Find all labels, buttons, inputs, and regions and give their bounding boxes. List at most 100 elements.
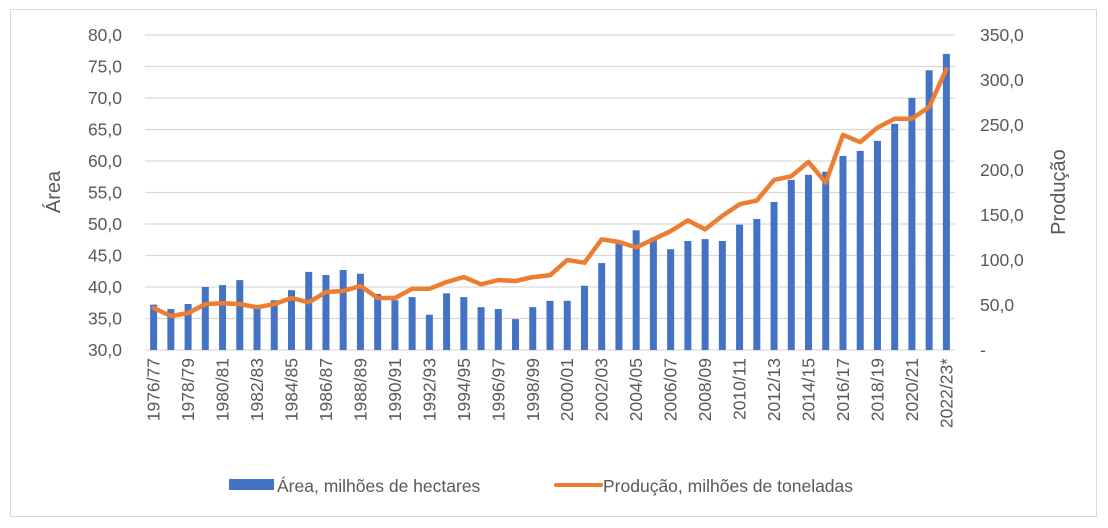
x-tick-label: 1996/97 bbox=[488, 358, 508, 421]
bar bbox=[339, 269, 347, 350]
bar bbox=[563, 300, 571, 350]
bar bbox=[580, 285, 588, 350]
x-axis-ticks: 1976/77 1978/79 1980/81 1982/83 1984/85 1986/… bbox=[144, 358, 957, 428]
legend-label-production: Produção, milhões de toneladas bbox=[603, 476, 853, 496]
bar bbox=[718, 241, 726, 350]
bar bbox=[477, 307, 485, 350]
x-tick-label: 2022/23* bbox=[936, 358, 956, 428]
x-tick-label: 1976/77 bbox=[144, 358, 164, 421]
bar bbox=[736, 224, 744, 350]
left-tick-label: 35,0 bbox=[88, 309, 122, 329]
bar bbox=[184, 304, 192, 350]
bar bbox=[253, 307, 261, 350]
right-tick-label: 150,0 bbox=[980, 205, 1024, 225]
x-tick-label: 1986/87 bbox=[316, 358, 336, 421]
right-tick-label: 100,0 bbox=[980, 250, 1024, 270]
bar bbox=[443, 293, 451, 350]
right-tick-label: 250,0 bbox=[980, 115, 1024, 135]
x-tick-label: 1978/79 bbox=[178, 358, 198, 421]
bar bbox=[770, 201, 778, 350]
legend: Área, milhões de hectares Produção, milh… bbox=[229, 476, 853, 496]
bar bbox=[305, 271, 313, 350]
bar bbox=[270, 300, 278, 350]
left-tick-label: 80,0 bbox=[88, 25, 122, 45]
x-tick-label: 2020/21 bbox=[902, 358, 922, 421]
bar bbox=[460, 297, 468, 350]
left-tick-label: 45,0 bbox=[88, 246, 122, 266]
bar bbox=[391, 300, 399, 350]
bar bbox=[494, 309, 502, 350]
x-tick-label: 1994/95 bbox=[454, 358, 474, 421]
bar bbox=[150, 304, 158, 350]
x-tick-label: 2006/07 bbox=[661, 358, 681, 421]
right-tick-label: 50,0 bbox=[980, 295, 1014, 315]
bar bbox=[632, 230, 640, 350]
bar bbox=[615, 241, 623, 350]
bar bbox=[219, 285, 227, 350]
right-tick-label: 200,0 bbox=[980, 160, 1024, 180]
x-tick-label: 2000/01 bbox=[557, 358, 577, 421]
bar bbox=[529, 307, 537, 350]
chart-frame bbox=[10, 9, 1097, 517]
left-tick-label: 50,0 bbox=[88, 214, 122, 234]
production-line bbox=[151, 66, 949, 319]
bar bbox=[667, 249, 675, 350]
left-tick-label: 55,0 bbox=[88, 183, 122, 203]
bar bbox=[908, 98, 916, 350]
bar bbox=[684, 241, 692, 350]
x-tick-label: 2018/19 bbox=[867, 358, 887, 421]
right-axis-ticks: - 50,0 100,0 150,0 200,0 250,0 300,0 350,0 bbox=[980, 25, 1024, 360]
x-tick-label: 2004/05 bbox=[626, 358, 646, 421]
right-tick-label: 300,0 bbox=[980, 70, 1024, 90]
right-tick-label: - bbox=[980, 340, 986, 360]
bar bbox=[925, 70, 933, 350]
bar bbox=[201, 287, 209, 350]
left-tick-label: 75,0 bbox=[88, 57, 122, 77]
x-tick-label: 2010/11 bbox=[730, 358, 750, 420]
left-tick-label: 40,0 bbox=[88, 277, 122, 297]
left-tick-label: 30,0 bbox=[88, 340, 122, 360]
left-tick-label: 60,0 bbox=[88, 151, 122, 171]
x-tick-label: 2016/17 bbox=[833, 358, 853, 421]
left-tick-label: 65,0 bbox=[88, 120, 122, 140]
bar bbox=[322, 275, 330, 350]
area-bars bbox=[150, 53, 950, 351]
left-axis-title: Área bbox=[42, 170, 65, 213]
bar bbox=[408, 297, 416, 350]
x-tick-label: 2002/03 bbox=[592, 358, 612, 421]
bar bbox=[167, 309, 175, 350]
bar bbox=[425, 314, 433, 350]
left-axis-ticks: 30,0 35,0 40,0 45,0 50,0 55,0 60,0 65,0 70,0 75,0… bbox=[88, 25, 122, 360]
bar bbox=[839, 155, 847, 350]
bar bbox=[512, 319, 520, 350]
legend-label-area: Área, milhões de hectares bbox=[277, 476, 481, 496]
bar bbox=[856, 150, 864, 350]
bar bbox=[649, 237, 657, 350]
bar bbox=[374, 293, 382, 350]
right-axis-title: Produção bbox=[1048, 149, 1070, 235]
x-tick-label: 1980/81 bbox=[213, 358, 233, 421]
right-tick-label: 350,0 bbox=[980, 25, 1024, 45]
x-tick-label: 1982/83 bbox=[247, 358, 267, 421]
bar bbox=[942, 53, 950, 351]
bar bbox=[356, 273, 364, 350]
x-tick-label: 1992/93 bbox=[419, 358, 439, 421]
x-tick-label: 2008/09 bbox=[695, 358, 715, 421]
x-tick-label: 1990/91 bbox=[385, 358, 405, 421]
bar bbox=[753, 218, 761, 350]
bar bbox=[236, 280, 244, 350]
x-tick-label: 1988/89 bbox=[350, 358, 370, 421]
legend-swatch-area bbox=[229, 479, 274, 490]
x-tick-label: 2014/15 bbox=[799, 358, 819, 421]
x-tick-label: 2012/13 bbox=[764, 358, 784, 421]
bar bbox=[598, 263, 606, 350]
gridlines bbox=[145, 34, 955, 351]
left-tick-label: 70,0 bbox=[88, 88, 122, 108]
bar bbox=[287, 290, 295, 350]
bar bbox=[873, 140, 881, 350]
bar bbox=[805, 174, 813, 350]
bar bbox=[822, 171, 830, 350]
bar bbox=[701, 239, 709, 350]
bar bbox=[891, 123, 899, 350]
